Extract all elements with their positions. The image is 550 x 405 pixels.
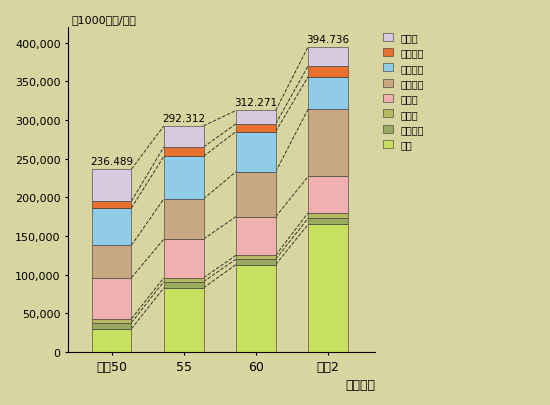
Bar [236, 217, 276, 256]
Bar [92, 323, 131, 329]
Bar [164, 199, 204, 239]
Bar [236, 124, 276, 132]
Bar [236, 132, 276, 173]
Bar [236, 265, 276, 352]
Bar [92, 170, 131, 202]
Bar [308, 47, 348, 67]
Bar [236, 173, 276, 217]
Bar [164, 239, 204, 278]
Bar [308, 77, 348, 110]
Text: 236.489: 236.489 [90, 157, 133, 166]
Legend: その他, ダスト類, 家畜糞尿, 建設廃材, 鉱さい, 木くず, 金属くず, 汚泥: その他, ダスト類, 家畜糞尿, 建設廃材, 鉱さい, 木くず, 金属くず, 汚… [383, 33, 424, 150]
Bar [92, 319, 131, 323]
Bar [308, 110, 348, 177]
Bar [308, 67, 348, 77]
Bar [164, 282, 204, 288]
Text: 292.312: 292.312 [162, 113, 205, 124]
Bar [92, 246, 131, 278]
Text: （年度）: （年度） [345, 378, 375, 391]
Bar [92, 278, 131, 319]
Bar [92, 202, 131, 209]
Bar [236, 260, 276, 265]
Bar [164, 127, 204, 148]
Text: 394.736: 394.736 [306, 34, 350, 45]
Bar [308, 213, 348, 219]
Bar [164, 288, 204, 352]
Bar [236, 111, 276, 124]
Bar [92, 329, 131, 352]
Bar [164, 278, 204, 282]
Text: 312.271: 312.271 [234, 98, 277, 108]
Bar [164, 157, 204, 199]
Bar [236, 256, 276, 260]
Bar [308, 219, 348, 225]
Bar [308, 225, 348, 352]
Bar [308, 177, 348, 213]
Bar [92, 209, 131, 246]
Text: （1000トン/年）: （1000トン/年） [72, 15, 136, 25]
Bar [164, 148, 204, 157]
